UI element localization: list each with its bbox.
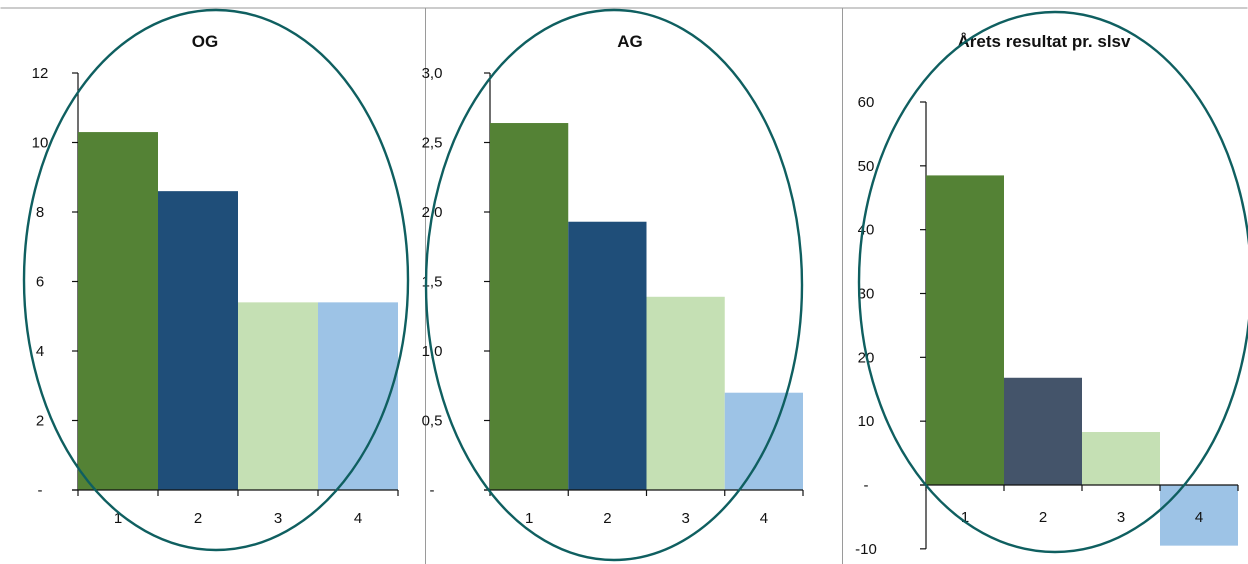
y-tick-label: -10 — [855, 541, 877, 558]
bar-3 — [238, 302, 318, 490]
y-tick-label: - — [864, 477, 869, 494]
y-tick-label: 30 — [858, 286, 875, 303]
category-label: 3 — [1117, 509, 1125, 526]
bar-4 — [318, 302, 398, 490]
bar-2 — [158, 191, 238, 490]
bar-1 — [78, 132, 158, 490]
category-label: 3 — [681, 510, 689, 527]
category-label: 1 — [961, 509, 969, 526]
y-tick-label: 2,5 — [422, 135, 443, 152]
y-tick-label: 10 — [32, 135, 49, 152]
chart-title: Årets resultat pr. slsv — [958, 32, 1131, 51]
bar-2 — [568, 221, 647, 491]
y-tick-label: 40 — [858, 222, 875, 239]
category-label: 4 — [1195, 509, 1203, 526]
y-tick-label: 4 — [36, 343, 44, 360]
highlight-ellipse — [857, 10, 1248, 554]
category-label: 1 — [114, 510, 122, 527]
chart-title: OG — [192, 32, 218, 51]
chart-rets-resultat-pr-slsv: Årets resultat pr. slsv-10-1020304050601… — [855, 10, 1248, 558]
highlight-ellipse — [424, 8, 804, 562]
bar-1 — [926, 175, 1004, 486]
y-tick-label: - — [430, 482, 435, 499]
category-label: 3 — [274, 510, 282, 527]
bar-1 — [490, 123, 569, 490]
y-tick-label: 12 — [32, 65, 49, 82]
bar-4 — [724, 392, 803, 490]
y-tick-label: 6 — [36, 274, 44, 291]
y-tick-label: 60 — [858, 94, 875, 111]
bar-3 — [646, 296, 725, 490]
bar-3 — [1082, 432, 1160, 485]
y-tick-label: 50 — [858, 158, 875, 175]
y-tick-label: 2 — [36, 413, 44, 430]
y-tick-label: 1,5 — [422, 274, 443, 291]
bar-2 — [1004, 377, 1082, 485]
chart-ag: AG-0,51,01,52,02,53,01 2 3 4 — [422, 8, 804, 562]
y-tick-label: - — [38, 482, 43, 499]
category-label: 1 — [525, 510, 533, 527]
chart-title: AG — [617, 32, 643, 51]
y-tick-label: 3,0 — [422, 65, 443, 82]
category-label: 4 — [760, 510, 768, 527]
category-label: 2 — [194, 510, 202, 527]
category-label: 2 — [1039, 509, 1047, 526]
highlight-ellipse — [22, 8, 410, 552]
category-label: 4 — [354, 510, 362, 527]
category-label: 2 — [603, 510, 611, 527]
bar-4 — [1160, 485, 1238, 546]
y-tick-label: 8 — [36, 204, 44, 221]
y-tick-label: 0,5 — [422, 413, 443, 430]
y-tick-label: 10 — [858, 413, 875, 430]
